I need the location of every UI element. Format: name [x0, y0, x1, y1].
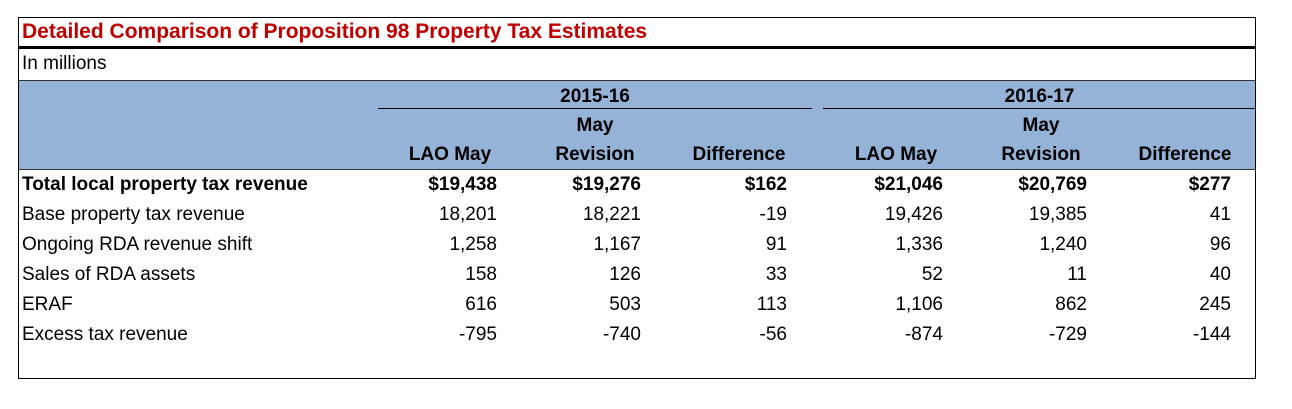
year-header: 2015-16	[560, 86, 630, 107]
row-label: Ongoing RDA revenue shift	[22, 234, 253, 255]
table-row: Base property tax revenue 18,201 18,221 -19…	[19, 200, 1255, 230]
table-cell: -19	[759, 204, 787, 225]
row-label: Total local property tax revenue	[22, 174, 308, 195]
table-cell: 96	[1209, 234, 1231, 255]
table-title: Detailed Comparison of Proposition 98 Pr…	[22, 20, 648, 43]
table-cell: 40	[1209, 264, 1231, 285]
column-header: LAO May	[854, 144, 938, 165]
table-cell: 52	[921, 264, 943, 285]
table-cell: 1,258	[449, 234, 497, 255]
table-cell: -729	[1048, 324, 1087, 345]
table-cell: 126	[609, 264, 641, 285]
year-underline	[378, 108, 812, 109]
units-note: In millions	[22, 53, 107, 74]
table-cell: 616	[465, 294, 497, 315]
table-cell: 19,426	[884, 204, 943, 225]
column-header: Difference	[1138, 144, 1232, 165]
year-underline	[823, 108, 1256, 109]
table-cell: 11	[1067, 264, 1087, 285]
table-cell: -740	[602, 324, 641, 345]
year-header: 2016-17	[1004, 86, 1075, 107]
table-cell: $19,438	[428, 174, 497, 195]
table-row: Excess tax revenue -795 -740 -56 -874 -729 -14…	[19, 320, 1255, 350]
table-cell: 503	[609, 294, 641, 315]
column-header: May	[1022, 115, 1060, 136]
header-band	[19, 80, 1255, 170]
table-cell: -874	[904, 324, 943, 345]
table-cell: 91	[765, 234, 787, 255]
table-row: Ongoing RDA revenue shift 1,258 1,167 91 1,3…	[19, 230, 1255, 260]
table-cell: 19,385	[1028, 204, 1087, 225]
row-label: Sales of RDA assets	[22, 264, 196, 285]
column-header: Difference	[692, 144, 786, 165]
table-cell: 18,221	[582, 204, 641, 225]
table-cell: 245	[1199, 294, 1231, 315]
title-divider	[18, 46, 1256, 49]
table-cell: $162	[744, 174, 787, 195]
row-label: ERAF	[22, 294, 73, 315]
table-cell: 113	[756, 294, 787, 315]
column-header: May	[576, 115, 614, 136]
table-cell: 33	[765, 264, 787, 285]
column-header: Revision	[555, 144, 635, 165]
table-cell: 1,240	[1039, 234, 1087, 255]
column-header: LAO May	[408, 144, 492, 165]
row-label: Base property tax revenue	[22, 204, 245, 225]
table-cell: $20,769	[1018, 174, 1087, 195]
table-cell: -795	[458, 324, 497, 345]
table-cell: 1,167	[593, 234, 641, 255]
table-cell: 862	[1055, 294, 1087, 315]
table-cell: 1,336	[895, 234, 943, 255]
table-cell: $277	[1188, 174, 1231, 195]
table-cell: $21,046	[874, 174, 943, 195]
table-cell: -56	[759, 324, 787, 345]
table-cell: 18,201	[438, 204, 497, 225]
table-cell: $19,276	[572, 174, 641, 195]
table-cell: 41	[1209, 204, 1231, 225]
column-header: Revision	[1001, 144, 1081, 165]
table-cell: -144	[1192, 324, 1231, 345]
table-row: Sales of RDA assets 158 126 33 52 11 40	[19, 260, 1255, 290]
table-cell: 1,106	[895, 294, 943, 315]
row-label: Excess tax revenue	[22, 324, 188, 345]
table-frame	[18, 17, 1256, 379]
table-row: Total local property tax revenue $19,438 $…	[19, 170, 1255, 200]
table-cell: 158	[465, 264, 497, 285]
table-row: ERAF 616 503 113 1,106 862 245	[19, 290, 1255, 320]
